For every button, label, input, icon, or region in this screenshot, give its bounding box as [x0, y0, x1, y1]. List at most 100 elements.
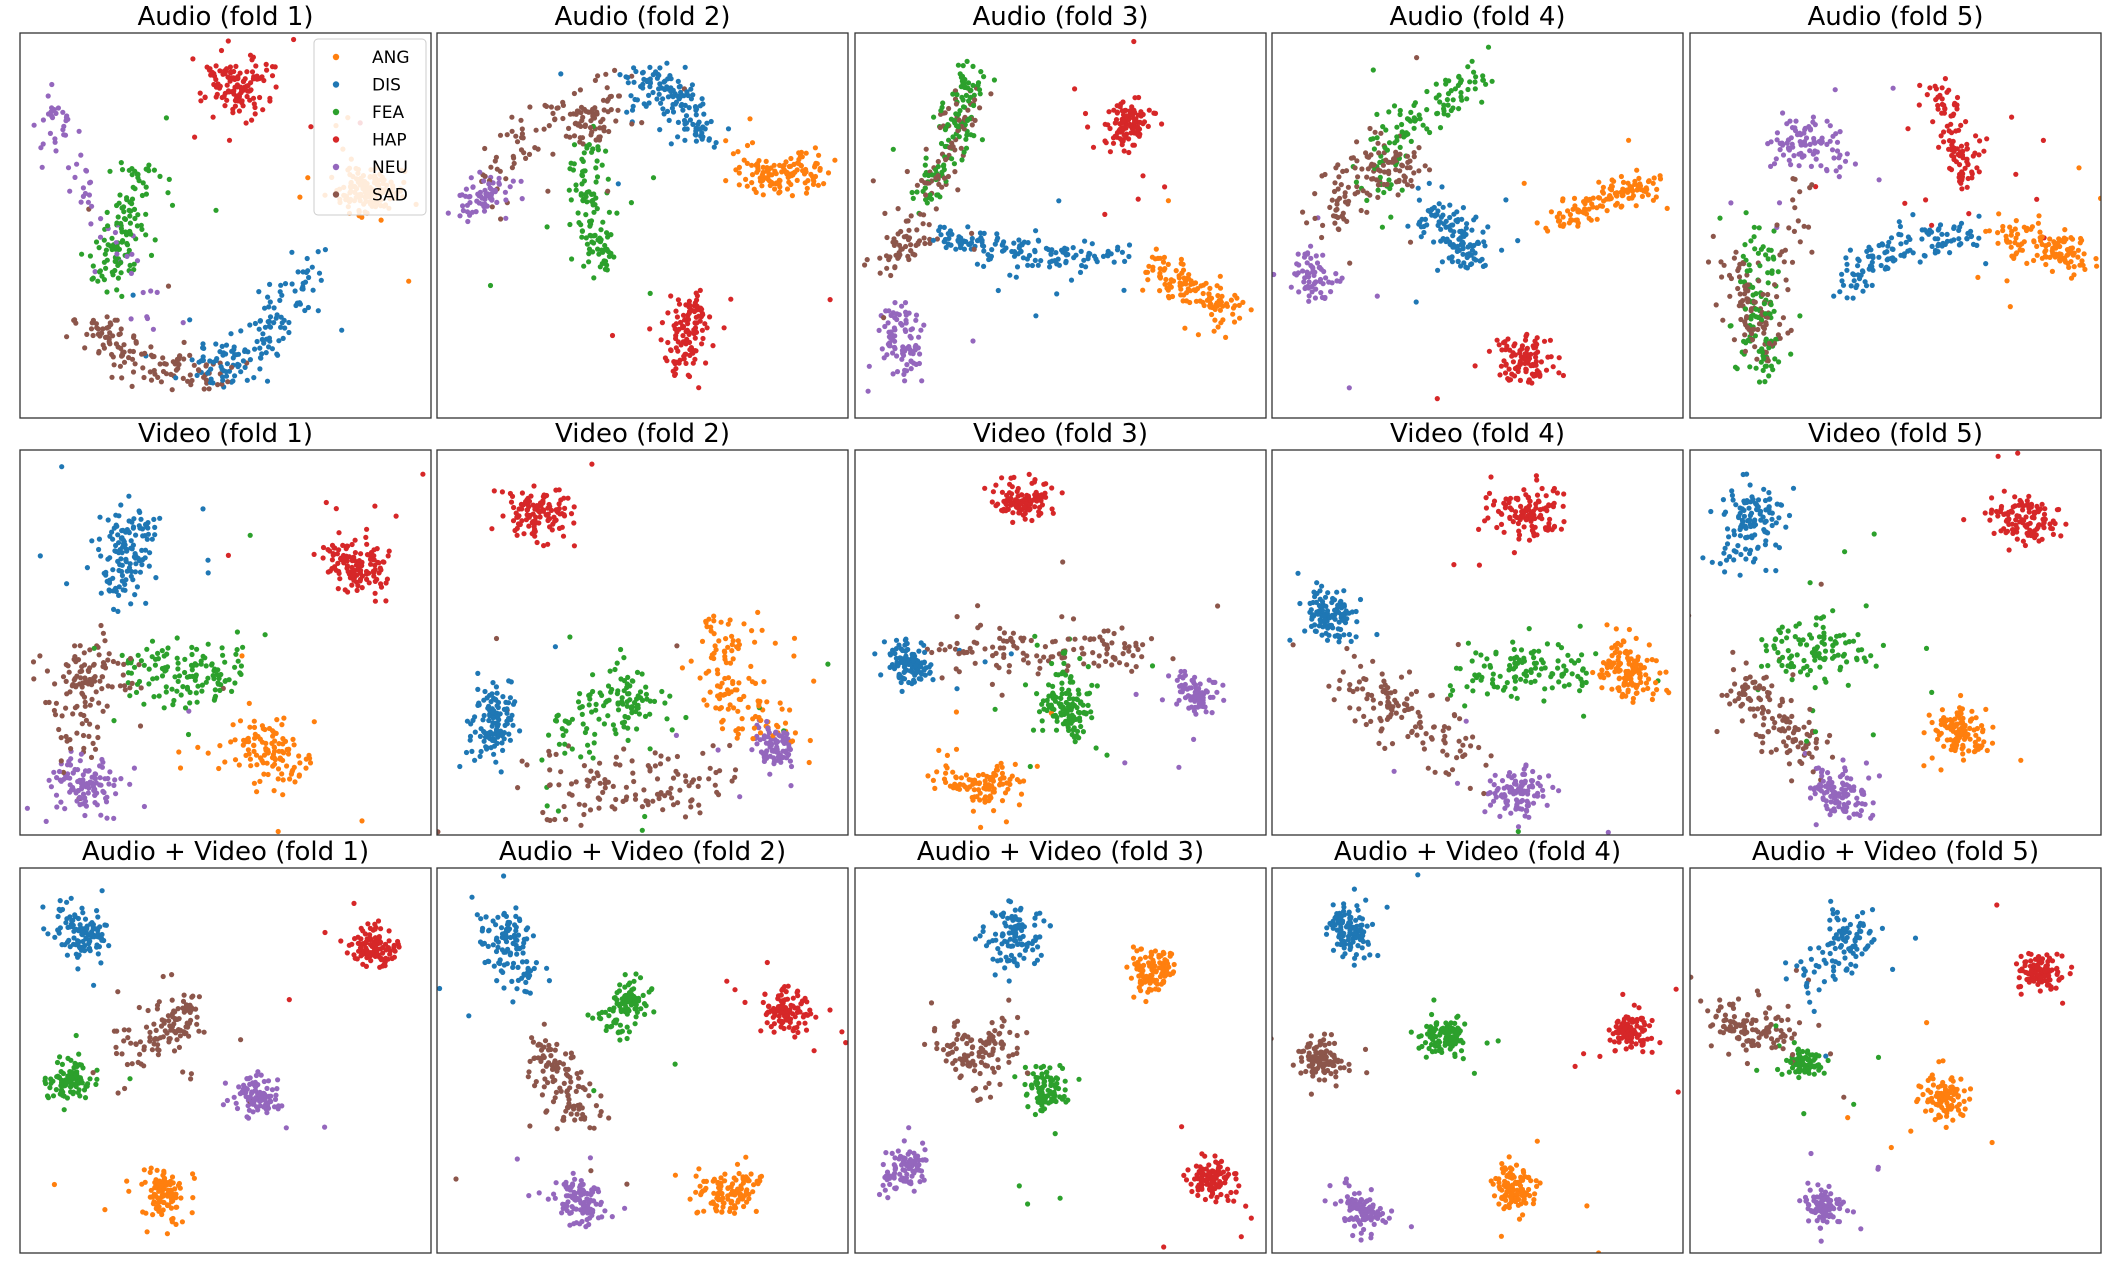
- point-dis: [1047, 259, 1053, 265]
- point-fea: [1405, 131, 1411, 137]
- point-ang: [275, 776, 281, 782]
- point-ang: [775, 180, 781, 186]
- point-dis: [278, 282, 284, 288]
- point-ang: [1232, 292, 1238, 298]
- point-dis: [128, 601, 134, 607]
- point-fea: [1424, 88, 1430, 95]
- point-sad: [1335, 214, 1341, 221]
- point-fea: [193, 690, 199, 696]
- point-ang: [1596, 195, 1603, 201]
- point-fea: [643, 684, 649, 690]
- point-dis: [682, 126, 688, 132]
- point-sad: [489, 204, 495, 210]
- point-neu: [464, 209, 471, 215]
- point-sad: [87, 647, 93, 653]
- point-neu: [916, 334, 922, 340]
- point-ang: [734, 735, 740, 741]
- point-hap: [308, 124, 314, 130]
- point-hap: [1939, 96, 1945, 102]
- point-fea: [164, 664, 171, 670]
- point-ang: [2000, 227, 2006, 234]
- point-dis: [1860, 288, 1866, 294]
- point-sad: [100, 342, 106, 348]
- point-fea: [155, 656, 161, 662]
- point-ang: [1534, 220, 1540, 226]
- point-fea: [144, 646, 150, 652]
- point-dis: [981, 248, 987, 254]
- point-dis: [119, 550, 125, 556]
- point-sad: [493, 635, 500, 642]
- point-ang: [772, 640, 778, 646]
- point-fea: [1771, 308, 1777, 314]
- point-fea: [1397, 107, 1403, 114]
- point-dis: [282, 281, 289, 287]
- point-sad: [437, 829, 441, 835]
- point-ang: [1581, 199, 1587, 205]
- point-ang: [1575, 207, 1581, 213]
- point-dis: [1435, 267, 1441, 273]
- point-ang: [1607, 193, 1613, 199]
- point-ang: [205, 750, 211, 756]
- point-sad: [915, 241, 921, 247]
- point-fea: [171, 697, 177, 704]
- point-ang: [297, 194, 303, 200]
- point-hap: [692, 300, 698, 306]
- point-sad: [1345, 184, 1351, 190]
- point-sad: [206, 386, 212, 392]
- point-hap: [355, 562, 361, 568]
- point-neu: [477, 169, 483, 175]
- point-sad: [870, 178, 876, 184]
- point-ang: [2094, 263, 2100, 269]
- point-fea: [1747, 267, 1753, 273]
- point-neu: [834, 392, 839, 397]
- point-ang: [1560, 198, 1566, 204]
- point-dis: [656, 91, 662, 97]
- point-sad: [577, 87, 584, 93]
- point-ang: [1619, 203, 1625, 209]
- point-dis: [500, 694, 506, 700]
- point-ang: [2024, 260, 2030, 266]
- point-sad: [706, 776, 712, 782]
- point-ang: [735, 149, 741, 155]
- point-dis: [658, 100, 664, 106]
- point-dis: [305, 268, 311, 274]
- point-neu: [78, 152, 84, 158]
- point-hap: [197, 90, 203, 96]
- point-fea: [615, 701, 621, 707]
- point-sad: [195, 367, 202, 373]
- point-fea: [964, 58, 970, 64]
- point-fea: [931, 114, 937, 120]
- point-dis: [1974, 242, 1980, 248]
- point-neu: [918, 327, 924, 333]
- point-hap: [1924, 92, 1930, 98]
- point-sad: [82, 345, 88, 351]
- point-fea: [575, 210, 581, 216]
- point-sad: [169, 387, 175, 393]
- point-dis: [145, 531, 151, 537]
- point-hap: [1494, 337, 1500, 343]
- point-ang: [246, 700, 252, 707]
- point-sad: [100, 630, 106, 636]
- point-neu: [1313, 253, 1319, 259]
- point-ang: [1237, 315, 1243, 321]
- point-fea: [1755, 250, 1761, 256]
- point-neu: [1824, 168, 1830, 174]
- point-sad: [670, 802, 677, 808]
- point-dis: [126, 493, 132, 499]
- point-sad: [99, 686, 105, 692]
- point-fea: [1751, 224, 1757, 230]
- point-dis: [668, 88, 674, 94]
- legend-marker-hap: [332, 136, 340, 143]
- point-ang: [749, 162, 755, 168]
- point-sad: [8, 647, 13, 652]
- point-fea: [1427, 129, 1433, 136]
- point-neu: [74, 161, 80, 167]
- point-fea: [145, 166, 151, 172]
- point-neu: [141, 803, 147, 810]
- point-sad: [1718, 259, 1724, 265]
- point-neu: [891, 325, 898, 331]
- point-sad: [79, 664, 85, 670]
- point-dis: [1463, 231, 1469, 238]
- point-fea: [165, 190, 171, 196]
- point-hap: [1960, 148, 1966, 154]
